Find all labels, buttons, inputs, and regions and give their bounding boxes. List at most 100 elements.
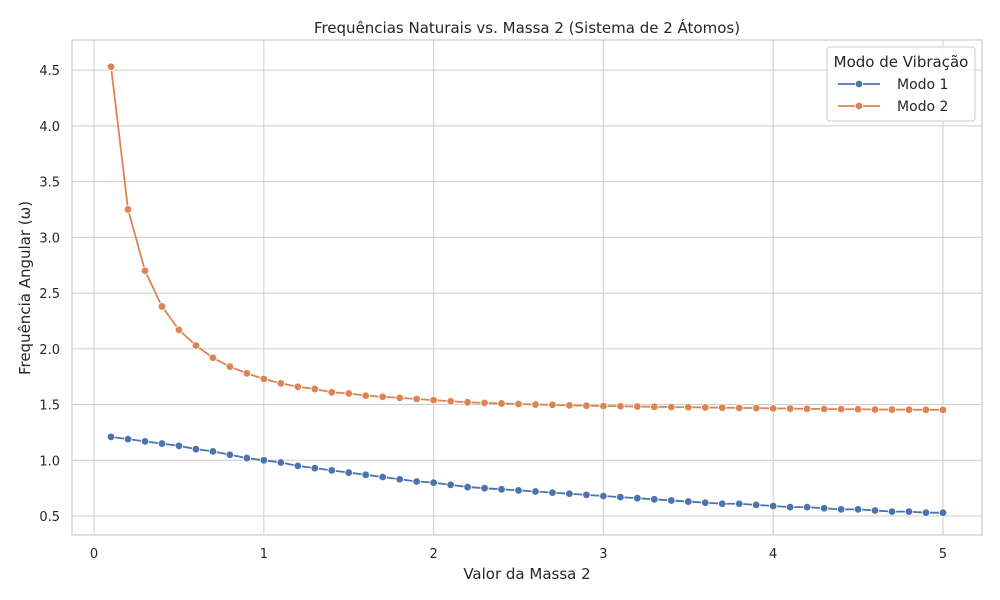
data-point-modo-2: [327, 388, 336, 397]
series-layer: [106, 62, 948, 517]
data-point-modo-1: [106, 432, 116, 442]
data-point-modo-1: [412, 477, 421, 486]
data-point-modo-2: [242, 369, 252, 378]
data-point-modo-1: [225, 450, 235, 459]
data-point-modo-2: [531, 400, 540, 409]
data-point-modo-1: [480, 483, 489, 493]
data-point-modo-2: [497, 399, 506, 408]
data-point-modo-2: [259, 374, 269, 384]
data-point-modo-2: [480, 398, 489, 408]
data-point-modo-2: [853, 405, 863, 414]
y-tick-label: 4.0: [39, 120, 60, 135]
data-point-modo-2: [802, 404, 812, 413]
data-point-modo-2: [819, 404, 829, 414]
data-point-modo-2: [446, 397, 455, 406]
data-point-modo-2: [582, 401, 591, 410]
legend-item-modo-2: Modo 2: [838, 99, 948, 115]
data-point-modo-2: [752, 403, 761, 413]
data-point-modo-1: [378, 472, 387, 482]
data-point-modo-1: [174, 441, 184, 451]
data-point-modo-2: [870, 405, 880, 414]
data-point-modo-1: [463, 482, 472, 492]
data-point-modo-2: [225, 362, 235, 371]
data-point-modo-2: [616, 402, 625, 411]
plot-frame: [71, 39, 983, 536]
y-tick-label: 2.0: [39, 343, 60, 358]
data-point-modo-2: [599, 401, 608, 411]
data-point-modo-2: [344, 389, 353, 398]
data-point-modo-2: [191, 341, 201, 350]
y-tick-label: 1.5: [39, 399, 60, 414]
data-point-modo-2: [276, 379, 286, 388]
data-point-modo-2: [395, 393, 404, 403]
data-point-modo-2: [938, 405, 948, 415]
data-point-modo-1: [921, 508, 931, 517]
data-point-modo-1: [735, 499, 744, 508]
data-point-modo-2: [565, 401, 574, 410]
data-point-modo-2: [633, 402, 642, 411]
y-tick-label: 2.5: [39, 287, 60, 302]
data-point-modo-1: [531, 487, 540, 496]
x-tick-label: 5: [939, 547, 947, 562]
data-point-modo-1: [429, 478, 438, 487]
chart-title: Frequências Naturais vs. Massa 2 (Sistem…: [314, 18, 740, 37]
x-tick-label: 2: [429, 547, 437, 562]
data-point-modo-1: [497, 485, 506, 494]
data-point-modo-1: [140, 437, 150, 446]
data-point-modo-2: [463, 398, 472, 407]
data-point-modo-2: [650, 402, 659, 411]
data-point-modo-1: [904, 507, 914, 516]
series-modo-2: [106, 62, 948, 415]
y-tick-label: 0.5: [39, 510, 60, 525]
data-point-modo-1: [616, 492, 625, 502]
data-point-modo-1: [836, 505, 846, 514]
data-point-modo-1: [259, 456, 269, 465]
x-tick-label: 1: [260, 547, 268, 562]
data-point-modo-1: [870, 506, 880, 515]
data-point-modo-1: [887, 507, 897, 516]
data-point-modo-2: [174, 325, 184, 335]
data-point-modo-1: [310, 463, 319, 473]
legend-item-modo-1: Modo 1: [838, 77, 948, 93]
data-point-modo-1: [633, 494, 642, 503]
data-point-modo-2: [768, 404, 778, 413]
data-point-modo-2: [921, 405, 931, 414]
legend-box: [826, 46, 976, 122]
data-point-modo-1: [565, 489, 574, 498]
x-tick-label: 3: [599, 547, 607, 562]
data-point-modo-1: [599, 491, 608, 501]
y-axis-label: Frequência Angular (ω): [16, 201, 34, 375]
legend-marker-modo-2: [854, 101, 864, 111]
x-axis-label: Valor da Massa 2: [463, 565, 590, 583]
data-point-modo-1: [650, 495, 659, 504]
data-point-modo-1: [752, 500, 761, 510]
legend-label-modo-2: Modo 2: [897, 99, 948, 115]
y-tick-label: 1.0: [39, 454, 60, 469]
data-point-modo-2: [887, 405, 897, 414]
data-point-modo-2: [293, 382, 302, 391]
y-tick-label: 3.5: [39, 176, 60, 191]
data-point-modo-1: [191, 444, 201, 454]
data-point-modo-1: [718, 499, 727, 508]
data-point-modo-2: [123, 205, 133, 214]
data-point-modo-2: [514, 399, 523, 409]
data-point-modo-1: [157, 439, 167, 448]
legend-title: Modo de Vibração: [834, 53, 969, 71]
data-point-modo-2: [836, 404, 846, 414]
data-point-modo-1: [208, 447, 218, 456]
data-point-modo-2: [361, 391, 370, 400]
plot-background: [72, 40, 982, 535]
y-tick-label: 3.0: [39, 231, 60, 246]
data-point-modo-1: [802, 502, 812, 512]
data-point-modo-2: [429, 395, 438, 405]
data-point-modo-2: [106, 62, 116, 71]
data-point-modo-2: [785, 404, 795, 413]
data-point-modo-1: [361, 470, 370, 479]
data-point-modo-2: [378, 392, 387, 401]
x-tick-label: 0: [90, 547, 98, 562]
data-point-modo-2: [684, 403, 693, 412]
data-point-modo-1: [123, 434, 133, 444]
data-point-modo-1: [293, 461, 302, 471]
data-point-modo-2: [667, 402, 676, 412]
